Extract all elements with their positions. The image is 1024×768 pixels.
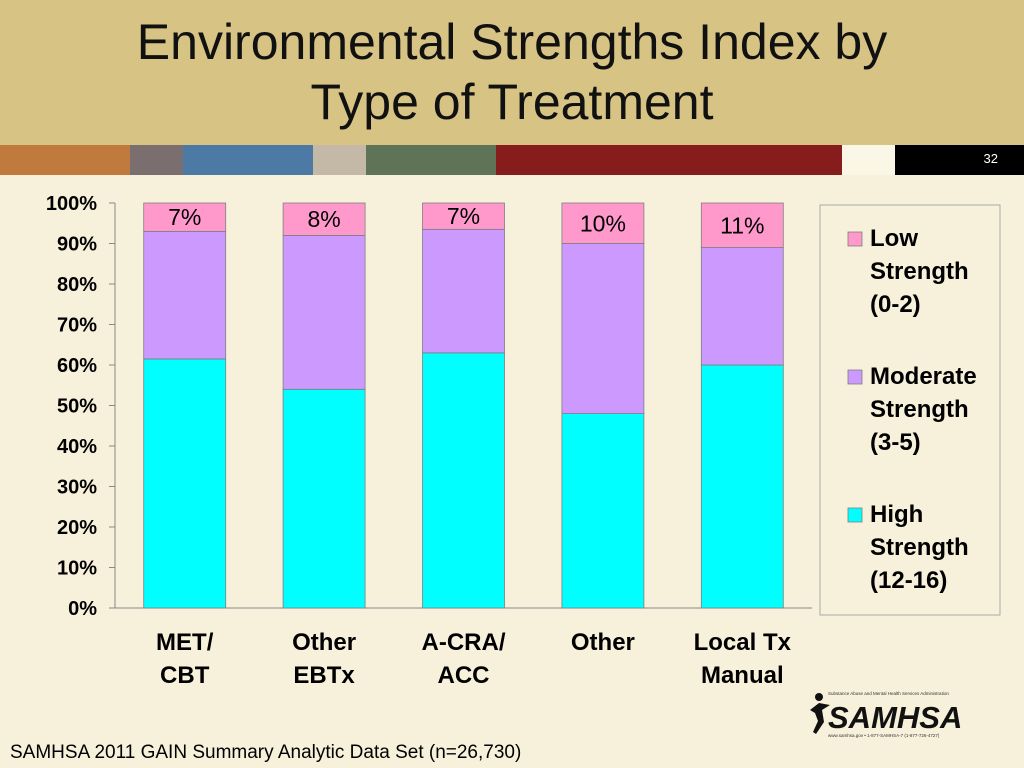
stripe-4 — [313, 145, 366, 175]
y-tick-label: 40% — [57, 436, 97, 458]
logo-contact: www.samhsa.gov • 1-877-SAMHSA-7 (1-877-7… — [828, 733, 940, 738]
stripe-1 — [0, 145, 130, 175]
stripe-2 — [130, 145, 183, 175]
logo-wordmark: SAMHSA — [828, 700, 962, 735]
legend-label: High — [870, 501, 923, 528]
legend-box — [819, 204, 1001, 616]
stripe-5 — [366, 145, 496, 175]
y-tick-label: 0% — [68, 598, 97, 620]
stacked-bar-chart: 0% 10% 20% 30% 40% 50% 60% 70% 80% 90% 100% 7% MET/C… — [46, 193, 1001, 689]
bar-segment — [143, 230, 227, 360]
x-tick-label: EBTx — [293, 662, 355, 689]
samhsa-logo: Substance Abuse and Mental Health Servic… — [810, 691, 962, 738]
legend-label: (0-2) — [870, 291, 921, 318]
y-tick-label: 30% — [57, 477, 97, 499]
x-tick-label: Other — [571, 629, 635, 656]
y-tick-label: 60% — [57, 355, 97, 377]
bar-segment — [143, 358, 227, 609]
x-tick-label: Local Tx — [694, 629, 792, 656]
legend-swatch — [847, 507, 863, 523]
legend-label: (12-16) — [870, 567, 947, 594]
bar-segment — [561, 243, 645, 415]
bar-segment — [561, 413, 645, 609]
legend-label: Strength — [870, 396, 969, 423]
bar-segment — [282, 202, 366, 236]
y-tick-label: 20% — [57, 517, 97, 539]
bar-segment — [700, 202, 784, 248]
bar-segment — [143, 202, 227, 232]
y-tick-label: 80% — [57, 274, 97, 296]
legend-label: (3-5) — [870, 429, 921, 456]
x-tick-label: CBT — [160, 662, 210, 689]
x-tick-label: Other — [292, 629, 356, 656]
legend-swatch — [847, 231, 863, 247]
bar-segment — [561, 202, 645, 244]
y-tick-label: 100% — [46, 193, 97, 215]
y-tick-label: 10% — [57, 558, 97, 580]
y-tick-label: 50% — [57, 396, 97, 418]
legend-label: Strength — [870, 258, 969, 285]
legend-label: Moderate — [870, 363, 977, 390]
bar-segment — [282, 235, 366, 390]
stripe-3 — [183, 145, 313, 175]
data-label: 7% — [168, 204, 201, 230]
x-tick-label: Manual — [701, 662, 784, 689]
title-banner — [0, 0, 1024, 145]
stripe-7 — [842, 145, 895, 175]
x-tick-label: MET/ — [156, 629, 214, 656]
slide-number: 32 — [983, 151, 998, 166]
x-tick-label: A-CRA/ — [422, 629, 506, 656]
bar-segment — [700, 364, 784, 609]
data-label: 7% — [447, 203, 480, 229]
slide-title: Environmental Strengths Index by Type of… — [136, 14, 888, 130]
logo-tagline: Substance Abuse and Mental Health Servic… — [828, 691, 949, 696]
bar-segment — [700, 247, 784, 366]
person-icon — [810, 693, 830, 734]
slide-number-box: 32 — [895, 145, 1024, 175]
source-footnote: SAMHSA 2011 GAIN Summary Analytic Data S… — [10, 742, 522, 763]
legend-swatch — [847, 369, 863, 385]
bar-segment — [422, 202, 505, 230]
legend-label: Low — [870, 225, 918, 252]
data-label: 10% — [580, 210, 626, 236]
data-label: 8% — [307, 206, 340, 232]
legend-label: Strength — [870, 534, 969, 561]
bar-segment — [422, 228, 505, 354]
bar-segment — [422, 352, 505, 609]
y-tick-label: 70% — [57, 315, 97, 337]
stripe-6 — [496, 145, 842, 175]
data-label: 11% — [720, 212, 764, 238]
y-tick-label: 90% — [57, 234, 97, 256]
x-tick-label: ACC — [438, 662, 490, 689]
bar-segment — [282, 388, 366, 609]
